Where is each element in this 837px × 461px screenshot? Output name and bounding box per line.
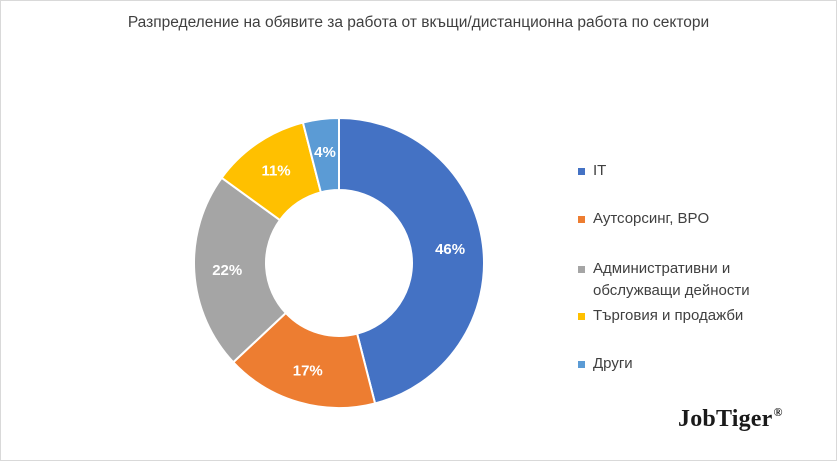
legend-item-4: Други	[578, 353, 633, 375]
chart-title: Разпределение на обявите за работа от вк…	[127, 14, 710, 31]
slice-2	[193, 176, 288, 364]
legend-label-line: IT	[593, 162, 607, 179]
legend-label-line: Административни и	[593, 260, 731, 277]
legend-label: IT	[593, 160, 606, 182]
legend-swatch	[578, 168, 585, 175]
legend-label-line: обслужващи дейности	[593, 282, 750, 299]
legend-label: Други	[593, 353, 633, 375]
legend-swatch	[578, 266, 585, 273]
legend-item-0: IT	[578, 160, 606, 182]
legend-label: Административни и обслужващи дейности	[593, 258, 750, 302]
logo-registered-mark: ®	[773, 405, 783, 419]
jobtiger-logo: JobTiger®	[678, 405, 783, 433]
data-label-2: 22%	[212, 262, 242, 279]
slice-0	[338, 116, 485, 405]
slice-1	[231, 311, 377, 409]
legend-label: Аутсорсинг, BPO	[593, 208, 709, 230]
legend-swatch	[578, 361, 585, 368]
legend-item-2: Административни и обслужващи дейности	[578, 258, 750, 302]
legend-label-line: Аутсорсинг, BPO	[593, 210, 710, 227]
data-label-3: 11%	[261, 162, 290, 179]
legend-swatch	[578, 313, 585, 320]
legend-swatch	[578, 216, 585, 223]
slice-4	[301, 116, 340, 194]
logo-text: JobTiger	[678, 406, 773, 432]
legend-item-1: Аутсорсинг, BPO	[578, 208, 709, 230]
data-label-1: 17%	[293, 363, 323, 380]
legend-label-line: Други	[593, 355, 633, 372]
legend-label: Търговия и продажби	[593, 305, 743, 327]
data-label-4: 4%	[314, 144, 336, 161]
legend-item-3: Търговия и продажби	[578, 305, 743, 327]
data-label-0: 46%	[435, 241, 465, 258]
legend-label-line: Търговия и продажби	[593, 307, 744, 324]
